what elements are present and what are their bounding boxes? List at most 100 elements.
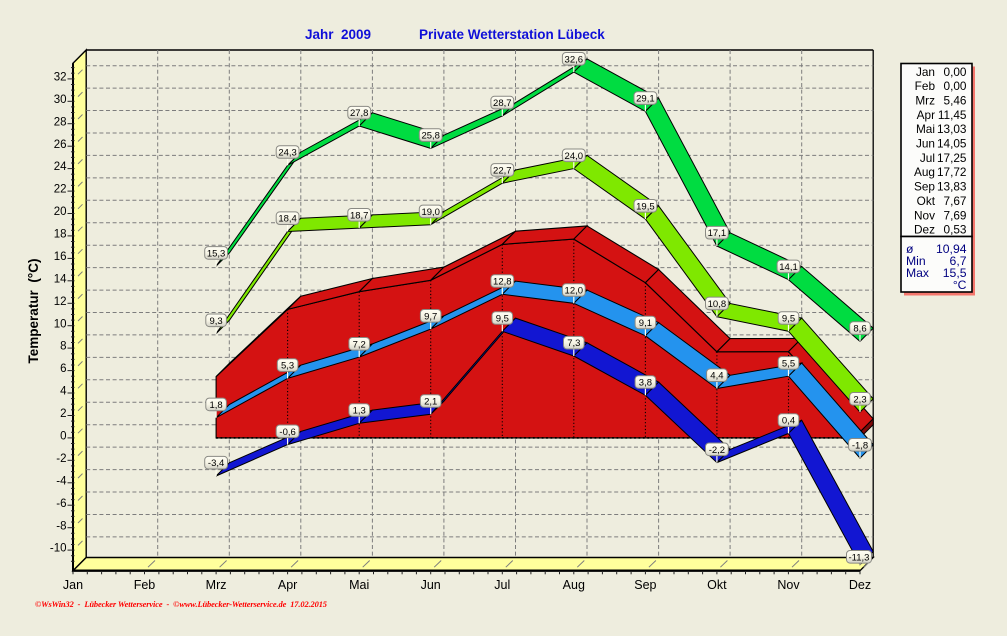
svg-text:22,7: 22,7 bbox=[493, 165, 512, 176]
svg-text:-0,6: -0,6 bbox=[279, 427, 295, 438]
svg-text:10: 10 bbox=[54, 318, 67, 330]
svg-text:2,1: 2,1 bbox=[424, 397, 437, 408]
svg-text:4: 4 bbox=[60, 386, 67, 398]
svg-text:3,8: 3,8 bbox=[639, 378, 652, 389]
svg-text:6: 6 bbox=[60, 363, 66, 375]
svg-text:29,1: 29,1 bbox=[636, 94, 655, 105]
svg-text:Feb: Feb bbox=[915, 79, 936, 93]
svg-text:Sep: Sep bbox=[914, 180, 935, 194]
svg-text:Jul: Jul bbox=[920, 151, 935, 165]
svg-text:0,53: 0,53 bbox=[944, 223, 967, 237]
svg-text:5,5: 5,5 bbox=[782, 358, 795, 369]
svg-text:Nov: Nov bbox=[914, 208, 935, 222]
svg-text:Dez: Dez bbox=[849, 578, 871, 592]
svg-text:27,8: 27,8 bbox=[350, 108, 369, 119]
svg-text:7,2: 7,2 bbox=[353, 339, 366, 350]
svg-text:-11,3: -11,3 bbox=[849, 552, 870, 563]
svg-text:12: 12 bbox=[54, 296, 67, 308]
svg-text:©WsWin32 - Lübecker Wetterse: ©WsWin32 - Lübecker Wetterservice - ©www… bbox=[35, 600, 327, 609]
svg-text:Jan: Jan bbox=[916, 65, 935, 79]
svg-text:-2,2: -2,2 bbox=[709, 445, 725, 456]
svg-text:Aug: Aug bbox=[914, 165, 935, 179]
svg-text:14,1: 14,1 bbox=[779, 262, 798, 273]
svg-text:20: 20 bbox=[54, 206, 67, 218]
svg-text:0,4: 0,4 bbox=[782, 416, 795, 427]
svg-text:24,3: 24,3 bbox=[278, 148, 297, 159]
svg-text:19,5: 19,5 bbox=[636, 201, 655, 212]
svg-text:17,1: 17,1 bbox=[708, 228, 727, 239]
svg-text:9,3: 9,3 bbox=[209, 316, 222, 327]
svg-text:30: 30 bbox=[54, 94, 67, 106]
svg-text:9,1: 9,1 bbox=[639, 318, 652, 329]
svg-text:6,7: 6,7 bbox=[950, 254, 967, 268]
svg-text:-4: -4 bbox=[56, 475, 67, 487]
svg-text:28,7: 28,7 bbox=[493, 98, 512, 109]
svg-text:Jul: Jul bbox=[494, 578, 510, 592]
svg-text:25,8: 25,8 bbox=[421, 131, 440, 142]
svg-text:5,46: 5,46 bbox=[944, 94, 967, 108]
svg-text:Apr: Apr bbox=[917, 108, 935, 122]
svg-text:18,4: 18,4 bbox=[278, 214, 297, 225]
svg-text:11,45: 11,45 bbox=[938, 108, 967, 122]
svg-text:Mai: Mai bbox=[349, 578, 369, 592]
svg-text:Sep: Sep bbox=[634, 578, 656, 592]
svg-text:Mrz: Mrz bbox=[915, 94, 935, 108]
svg-text:4,4: 4,4 bbox=[710, 371, 723, 382]
svg-text:-3,4: -3,4 bbox=[208, 458, 224, 469]
svg-text:9,7: 9,7 bbox=[424, 311, 437, 322]
svg-text:32: 32 bbox=[54, 72, 67, 84]
svg-text:Feb: Feb bbox=[134, 578, 156, 592]
svg-text:Apr: Apr bbox=[278, 578, 297, 592]
svg-text:15,5: 15,5 bbox=[943, 266, 967, 280]
svg-text:13,83: 13,83 bbox=[937, 180, 967, 194]
svg-text:°C: °C bbox=[953, 278, 967, 292]
svg-text:1,8: 1,8 bbox=[209, 400, 222, 411]
svg-text:Aug: Aug bbox=[563, 578, 585, 592]
svg-text:Okt: Okt bbox=[917, 194, 936, 208]
svg-text:8,6: 8,6 bbox=[853, 324, 866, 335]
svg-text:2,3: 2,3 bbox=[853, 394, 866, 405]
svg-text:Min: Min bbox=[906, 254, 926, 268]
svg-text:10,8: 10,8 bbox=[708, 299, 727, 310]
svg-text:14,05: 14,05 bbox=[937, 137, 967, 151]
svg-text:Jun: Jun bbox=[916, 137, 935, 151]
svg-text:13,03: 13,03 bbox=[937, 122, 967, 136]
svg-text:Mai: Mai bbox=[916, 122, 935, 136]
svg-text:28: 28 bbox=[54, 116, 67, 128]
svg-text:24: 24 bbox=[54, 161, 67, 173]
svg-text:Temperatur (°C): Temperatur (°C) bbox=[26, 259, 41, 364]
svg-text:-2: -2 bbox=[56, 453, 66, 465]
svg-text:15,3: 15,3 bbox=[207, 248, 226, 259]
svg-text:18: 18 bbox=[54, 229, 67, 241]
svg-text:2: 2 bbox=[60, 408, 66, 420]
svg-text:32,6: 32,6 bbox=[565, 54, 584, 65]
svg-text:-8: -8 bbox=[56, 520, 66, 532]
svg-text:Jun: Jun bbox=[421, 578, 441, 592]
svg-text:Mrz: Mrz bbox=[206, 578, 227, 592]
svg-text:14: 14 bbox=[54, 273, 67, 285]
svg-text:0,00: 0,00 bbox=[944, 65, 967, 79]
svg-text:0,00: 0,00 bbox=[944, 79, 967, 93]
svg-text:8: 8 bbox=[60, 341, 66, 353]
svg-text:Private Wetterstation Lübeck: Private Wetterstation Lübeck bbox=[419, 27, 605, 42]
svg-text:17,25: 17,25 bbox=[937, 151, 967, 165]
svg-text:22: 22 bbox=[54, 184, 67, 196]
svg-text:-1,8: -1,8 bbox=[852, 440, 868, 451]
svg-text:Jahr 2009: Jahr 2009 bbox=[305, 27, 371, 42]
svg-text:1,3: 1,3 bbox=[353, 406, 366, 417]
svg-text:-6: -6 bbox=[56, 498, 66, 510]
svg-text:17,72: 17,72 bbox=[937, 165, 967, 179]
svg-text:7,67: 7,67 bbox=[944, 194, 967, 208]
svg-text:9,5: 9,5 bbox=[496, 314, 509, 325]
svg-text:10,94: 10,94 bbox=[936, 242, 967, 256]
svg-text:12,0: 12,0 bbox=[565, 286, 584, 297]
svg-text:18,7: 18,7 bbox=[350, 210, 369, 221]
svg-text:Okt: Okt bbox=[707, 578, 727, 592]
svg-text:-10: -10 bbox=[50, 543, 67, 555]
svg-text:Jan: Jan bbox=[63, 578, 83, 592]
svg-text:7,69: 7,69 bbox=[944, 208, 967, 222]
svg-text:26: 26 bbox=[54, 139, 67, 151]
svg-text:Max: Max bbox=[906, 266, 929, 280]
svg-text:19,0: 19,0 bbox=[421, 207, 440, 218]
svg-text:0: 0 bbox=[60, 431, 66, 443]
